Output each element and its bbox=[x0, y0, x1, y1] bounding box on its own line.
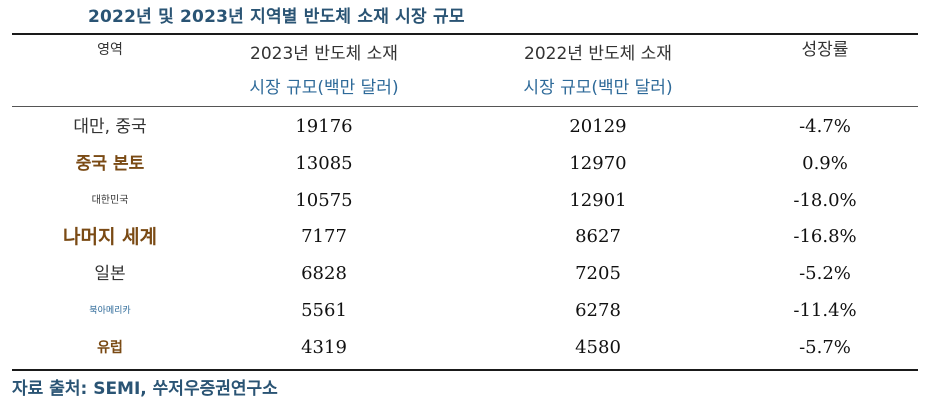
region-cell: 일본 bbox=[94, 264, 126, 284]
table-row: 유럽 4319 4580 -5.7% bbox=[12, 329, 918, 367]
value-2023-cell: 4319 bbox=[301, 337, 347, 358]
table-row: 대만, 중국 19176 20129 -4.7% bbox=[12, 108, 918, 146]
value-2023-cell: 10575 bbox=[295, 190, 353, 211]
growth-cell: -16.8% bbox=[793, 226, 857, 247]
growth-cell: -5.2% bbox=[799, 263, 851, 284]
header-2023-line2: 시장 규모(백만 달러) bbox=[249, 78, 399, 98]
value-2022-cell: 20129 bbox=[569, 116, 627, 137]
growth-cell: -18.0% bbox=[793, 190, 857, 211]
value-2023-cell: 5561 bbox=[301, 300, 347, 321]
region-cell: 북아메리카 bbox=[89, 306, 131, 316]
header-2022: 2022년 반도체 소재 시장 규모(백만 달러) bbox=[478, 37, 718, 105]
table-row: 북아메리카 5561 6278 -11.4% bbox=[12, 292, 918, 330]
growth-cell: 0.9% bbox=[802, 153, 848, 174]
table-row: 나머지 세계 7177 8627 -16.8% bbox=[12, 218, 918, 256]
header-2023-line1: 2023년 반도체 소재 bbox=[250, 44, 398, 64]
table-row: 대한민국 10575 12901 -18.0% bbox=[12, 182, 918, 220]
source-note: 자료 출처: SEMI, 쑤저우증권연구소 bbox=[12, 379, 278, 399]
table-bottom-rule bbox=[12, 369, 918, 371]
table-row: 중국 본토 13085 12970 0.9% bbox=[12, 145, 918, 183]
header-2023: 2023년 반도체 소재 시장 규모(백만 달러) bbox=[214, 37, 434, 105]
region-cell: 대한민국 bbox=[91, 195, 129, 206]
region-cell: 대만, 중국 bbox=[73, 117, 147, 137]
region-cell: 중국 본토 bbox=[75, 154, 145, 174]
header-growth: 성장률 bbox=[801, 40, 849, 60]
growth-cell: -4.7% bbox=[799, 116, 851, 137]
region-cell: 나머지 세계 bbox=[62, 226, 157, 248]
header-divider bbox=[12, 106, 918, 107]
region-cell: 유럽 bbox=[97, 340, 123, 356]
value-2022-cell: 12970 bbox=[569, 153, 627, 174]
table-title: 2022년 및 2023년 지역별 반도체 소재 시장 규모 bbox=[88, 7, 465, 27]
value-2022-cell: 6278 bbox=[575, 300, 621, 321]
header-2022-line1: 2022년 반도체 소재 bbox=[524, 44, 672, 64]
value-2023-cell: 13085 bbox=[295, 153, 353, 174]
growth-cell: -5.7% bbox=[799, 337, 851, 358]
value-2023-cell: 6828 bbox=[301, 263, 347, 284]
value-2023-cell: 7177 bbox=[301, 226, 347, 247]
value-2022-cell: 7205 bbox=[575, 263, 621, 284]
header-region: 영역 bbox=[97, 42, 123, 58]
value-2022-cell: 4580 bbox=[575, 337, 621, 358]
table-top-rule bbox=[12, 33, 918, 35]
table-row: 일본 6828 7205 -5.2% bbox=[12, 255, 918, 293]
value-2022-cell: 12901 bbox=[569, 190, 627, 211]
value-2022-cell: 8627 bbox=[575, 226, 621, 247]
growth-cell: -11.4% bbox=[793, 300, 857, 321]
header-2022-line2: 시장 규모(백만 달러) bbox=[523, 78, 673, 98]
value-2023-cell: 19176 bbox=[295, 116, 353, 137]
